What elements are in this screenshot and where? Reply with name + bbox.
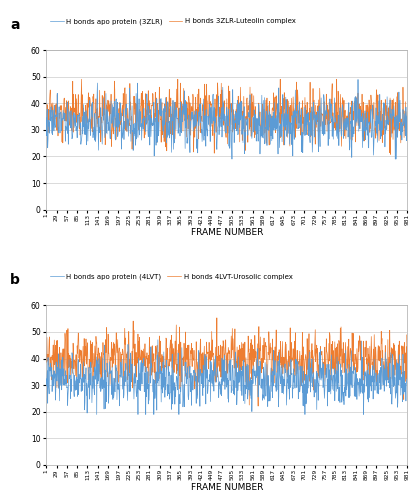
H bonds apo protein (3ZLR) <box>378 136 383 142</box>
X-axis label: FRAME NUMBER: FRAME NUMBER <box>191 228 263 237</box>
H bonds apo protein (3ZLR) <box>355 76 360 82</box>
H bonds 3ZLR-Luteolin complex <box>378 108 383 114</box>
H bonds apo protein (3ZLR) <box>126 116 131 122</box>
H bonds 3ZLR-Luteolin complex <box>96 114 101 120</box>
H bonds 4LVT-Urosolic complex <box>214 315 219 321</box>
H bonds apo protein (4LVT) <box>378 382 383 388</box>
H bonds 3ZLR-Luteolin complex <box>44 131 49 137</box>
H bonds apo protein (4LVT) <box>96 378 101 384</box>
Text: a: a <box>10 18 20 32</box>
Legend: H bonds apo protein (4LVT), H bonds 4LVT-Urosolic complex: H bonds apo protein (4LVT), H bonds 4LVT… <box>50 274 293 280</box>
Line: H bonds 4LVT-Urosolic complex: H bonds 4LVT-Urosolic complex <box>46 318 407 406</box>
H bonds apo protein (4LVT) <box>44 376 49 382</box>
H bonds 4LVT-Urosolic complex <box>256 403 261 409</box>
H bonds 3ZLR-Luteolin complex <box>65 100 70 106</box>
H bonds 3ZLR-Luteolin complex <box>388 152 393 158</box>
H bonds 4LVT-Urosolic complex <box>405 354 410 360</box>
Text: b: b <box>10 274 20 287</box>
H bonds apo protein (4LVT) <box>94 412 99 418</box>
H bonds 4LVT-Urosolic complex <box>391 352 396 358</box>
Line: H bonds apo protein (3ZLR): H bonds apo protein (3ZLR) <box>46 80 407 159</box>
Legend: H bonds apo protein (3ZLR), H bonds 3ZLR-Luteolin complex: H bonds apo protein (3ZLR), H bonds 3ZLR… <box>50 18 296 25</box>
H bonds apo protein (4LVT) <box>65 384 70 390</box>
H bonds 4LVT-Urosolic complex <box>65 334 70 340</box>
H bonds 3ZLR-Luteolin complex <box>127 122 132 128</box>
X-axis label: FRAME NUMBER: FRAME NUMBER <box>191 483 263 492</box>
H bonds 3ZLR-Luteolin complex <box>177 118 182 124</box>
H bonds 3ZLR-Luteolin complex <box>79 76 84 82</box>
H bonds 4LVT-Urosolic complex <box>177 372 182 378</box>
H bonds apo protein (4LVT) <box>391 384 396 390</box>
H bonds apo protein (3ZLR) <box>65 99 70 105</box>
Line: H bonds 3ZLR-Luteolin complex: H bonds 3ZLR-Luteolin complex <box>46 80 407 154</box>
H bonds 4LVT-Urosolic complex <box>378 362 383 368</box>
H bonds 3ZLR-Luteolin complex <box>405 120 410 126</box>
H bonds apo protein (4LVT) <box>178 400 183 406</box>
H bonds apo protein (3ZLR) <box>96 132 101 138</box>
H bonds apo protein (3ZLR) <box>177 114 182 119</box>
H bonds apo protein (4LVT) <box>155 337 160 343</box>
H bonds 4LVT-Urosolic complex <box>96 345 101 351</box>
H bonds 3ZLR-Luteolin complex <box>391 96 396 102</box>
H bonds apo protein (3ZLR) <box>405 112 410 118</box>
Line: H bonds apo protein (4LVT): H bonds apo protein (4LVT) <box>46 340 407 414</box>
H bonds apo protein (3ZLR) <box>229 156 234 162</box>
H bonds apo protein (4LVT) <box>405 385 410 391</box>
H bonds 4LVT-Urosolic complex <box>126 353 131 359</box>
H bonds 4LVT-Urosolic complex <box>44 352 49 358</box>
H bonds apo protein (3ZLR) <box>391 112 396 118</box>
H bonds apo protein (3ZLR) <box>44 115 49 121</box>
H bonds apo protein (4LVT) <box>127 370 132 376</box>
